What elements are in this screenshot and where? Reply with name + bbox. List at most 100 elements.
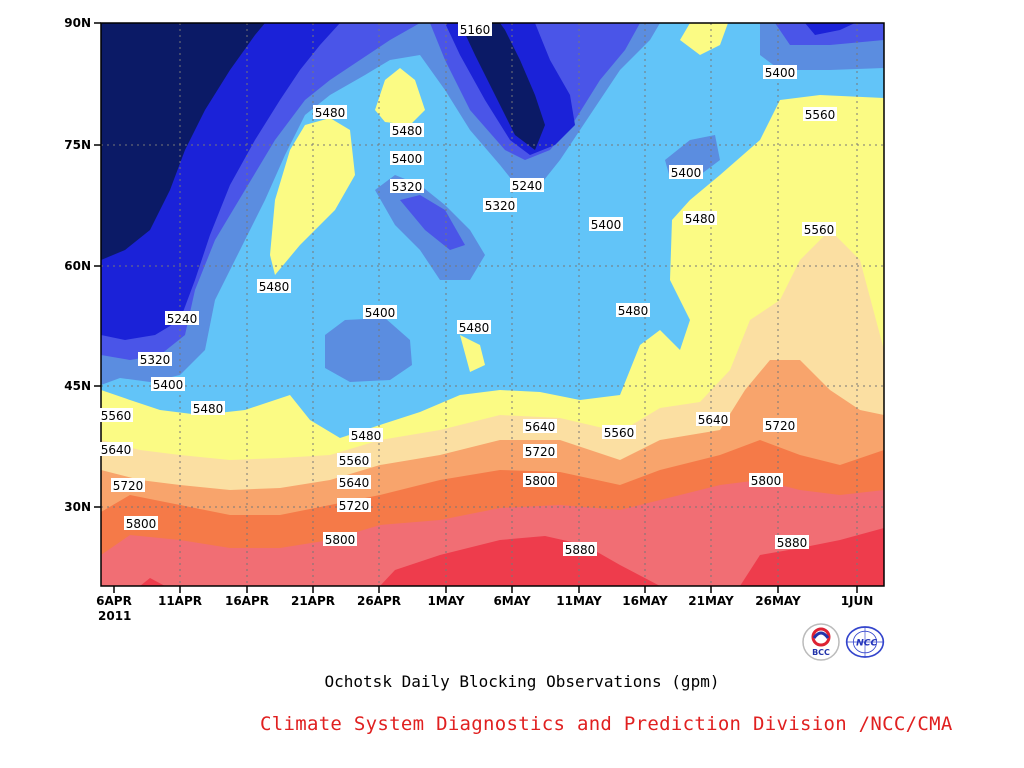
contour-label-box bbox=[151, 377, 185, 391]
contour-label-box bbox=[390, 151, 424, 165]
band-5960 bbox=[740, 528, 884, 586]
x-tick-labels: 6APR 11APR 16APR 21APR 26APR 1MAY 6MAY 1… bbox=[96, 594, 873, 623]
contour-label-box bbox=[523, 444, 557, 458]
contour-label: 5800 bbox=[525, 474, 556, 488]
axis-ticks bbox=[94, 22, 858, 593]
contour-label: 5480 bbox=[193, 402, 224, 416]
contour-label-box bbox=[138, 352, 172, 366]
contour-label: 5720 bbox=[765, 419, 796, 433]
y-tick-label: 30N bbox=[64, 500, 91, 514]
contour-label: 5800 bbox=[751, 474, 782, 488]
contour-label: 5480 bbox=[459, 321, 490, 335]
band-5560-island bbox=[460, 335, 485, 372]
contour-label-box bbox=[803, 107, 837, 121]
contour-label-box bbox=[696, 412, 730, 426]
contour-label-box bbox=[337, 453, 371, 467]
contour-label: 5640 bbox=[339, 476, 370, 490]
contour-label-box bbox=[523, 473, 557, 487]
contour-label-box bbox=[111, 478, 145, 492]
band-5320 bbox=[400, 195, 465, 250]
contour-label: 5480 bbox=[392, 124, 423, 138]
x-tick-label: 1MAY bbox=[427, 594, 464, 608]
contour-label-box bbox=[390, 179, 424, 193]
contour-label: 5720 bbox=[339, 499, 370, 513]
contour-label: 5640 bbox=[101, 443, 132, 457]
x-tick-label: 1JUN bbox=[841, 594, 874, 608]
contour-label-box bbox=[749, 473, 783, 487]
contour-label: 5800 bbox=[325, 533, 356, 547]
contour-label-box bbox=[616, 303, 650, 317]
contour-label: 5240 bbox=[512, 179, 543, 193]
contour-label-box bbox=[165, 311, 199, 325]
contour-label: 5800 bbox=[126, 517, 157, 531]
contour-label-box bbox=[763, 418, 797, 432]
contour-label-box bbox=[349, 428, 383, 442]
band-5560-island bbox=[680, 23, 728, 55]
band-5400 bbox=[325, 318, 412, 382]
band-5560-island bbox=[270, 118, 355, 275]
contour-label: 5560 bbox=[604, 426, 635, 440]
x-tick-label: 6MAY bbox=[493, 594, 530, 608]
contour-label-box bbox=[337, 498, 371, 512]
x-tick-label: 11MAY bbox=[556, 594, 602, 608]
contour-label-box bbox=[323, 532, 357, 546]
contour-label: 5880 bbox=[565, 543, 596, 557]
x-tick-label: 26APR bbox=[357, 594, 401, 608]
contour-label-box bbox=[458, 22, 492, 36]
contour-label-box bbox=[124, 516, 158, 530]
contour-label-box bbox=[523, 419, 557, 433]
y-tick-label: 60N bbox=[64, 259, 91, 273]
svg-text:BCC: BCC bbox=[812, 648, 830, 657]
contour-label-box bbox=[589, 217, 623, 231]
contour-label: 5480 bbox=[618, 304, 649, 318]
contour-label-box bbox=[191, 401, 225, 415]
y-tick-label: 90N bbox=[64, 16, 91, 30]
contour-label: 5400 bbox=[765, 66, 796, 80]
y-tick-label: 75N bbox=[64, 138, 91, 152]
contour-label: 5560 bbox=[101, 409, 132, 423]
contour-label-box bbox=[802, 222, 836, 236]
contour-label: 5720 bbox=[525, 445, 556, 459]
contour-label-box bbox=[363, 305, 397, 319]
contour-label: 5400 bbox=[671, 166, 702, 180]
contour-label-box bbox=[775, 535, 809, 549]
x-tick-label: 16MAY bbox=[622, 594, 668, 608]
x-tick-label: 21APR bbox=[291, 594, 335, 608]
contour-label: 5400 bbox=[392, 152, 423, 166]
chart-title: Ochotsk Daily Blocking Observations (gpm… bbox=[324, 672, 720, 691]
contour-labels: 5160 5480 5480 5400 5320 5240 5320 5400 5400 5480… bbox=[99, 22, 837, 557]
x-tick-label: 26MAY bbox=[755, 594, 801, 608]
contour-label: 5480 bbox=[315, 106, 346, 120]
contour-label: 5480 bbox=[351, 429, 382, 443]
contour-label: 5240 bbox=[167, 312, 198, 326]
band-5320 bbox=[775, 23, 884, 45]
contour-label: 5320 bbox=[140, 353, 171, 367]
x-tick-label: 16APR bbox=[225, 594, 269, 608]
x-tick-label: 11APR bbox=[158, 594, 202, 608]
x-tick-label: 21MAY bbox=[688, 594, 734, 608]
contour-fills bbox=[101, 23, 884, 586]
contour-label-box bbox=[763, 65, 797, 79]
y-tick-labels: 90N 75N 60N 45N 30N bbox=[64, 16, 91, 514]
x-tick-label: 6APR bbox=[96, 594, 132, 608]
contour-label-box bbox=[390, 123, 424, 137]
contour-label: 5720 bbox=[113, 479, 144, 493]
contour-label: 5400 bbox=[153, 378, 184, 392]
contour-label: 5880 bbox=[777, 536, 808, 550]
contour-label: 5160 bbox=[460, 23, 491, 37]
contour-label: 5560 bbox=[339, 454, 370, 468]
contour-label: 5320 bbox=[485, 199, 516, 213]
ncc-logo: NCC bbox=[845, 626, 885, 658]
grid bbox=[101, 23, 884, 586]
contour-label-box bbox=[669, 165, 703, 179]
contour-label-box bbox=[99, 408, 133, 422]
contour-label: 5640 bbox=[525, 420, 556, 434]
contour-label-box bbox=[483, 198, 517, 212]
band-5960 bbox=[140, 578, 165, 586]
contour-label-box bbox=[257, 279, 291, 293]
contour-label: 5480 bbox=[685, 212, 716, 226]
band-5160 bbox=[101, 23, 265, 260]
x-year-label: 2011 bbox=[98, 609, 131, 623]
contour-label: 5560 bbox=[804, 223, 835, 237]
